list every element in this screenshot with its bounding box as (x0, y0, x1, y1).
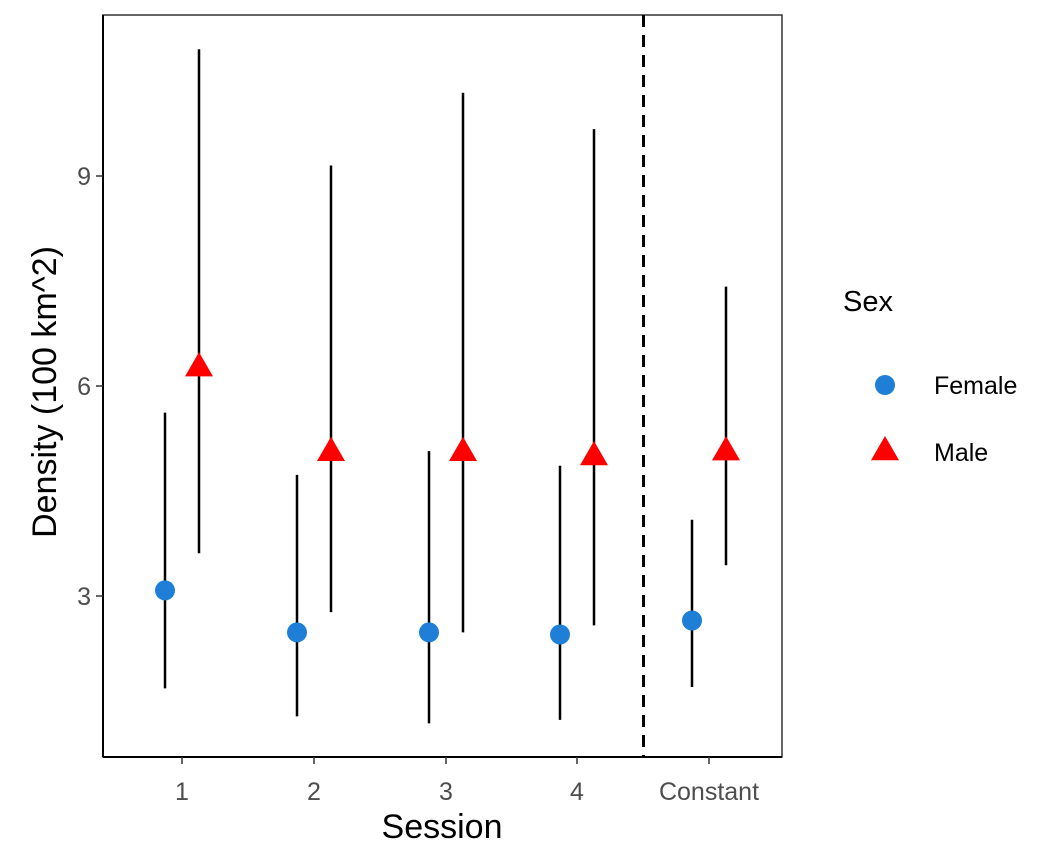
point-male (712, 436, 740, 461)
point-female (682, 610, 702, 631)
x-tick-label: 3 (439, 778, 453, 806)
point-female (550, 624, 570, 645)
x-tick-label: 2 (307, 778, 321, 806)
point-female (155, 580, 175, 601)
legend-label-female: Female (934, 372, 1017, 400)
point-male (185, 352, 213, 377)
legend: Sex Female Male (843, 286, 1017, 467)
y-tick-label: 9 (77, 163, 91, 191)
point-male (449, 436, 477, 462)
point-male (317, 436, 345, 462)
y-tick-label: 6 (77, 373, 91, 401)
legend-female-circle-icon (875, 375, 895, 395)
legend-title: Sex (843, 286, 893, 318)
y-axis-title: Density (100 km^2) (26, 246, 64, 538)
x-tick-label: 1 (175, 778, 189, 806)
plot-panel (102, 14, 783, 758)
legend-male-triangle-icon (871, 435, 899, 461)
point-female (287, 622, 307, 643)
point-female (419, 622, 439, 643)
legend-label-male: Male (934, 439, 988, 467)
x-axis-title: Session (382, 808, 503, 846)
x-tick-label: 4 (570, 778, 584, 806)
y-tick-label: 3 (77, 583, 91, 611)
point-male (580, 440, 608, 466)
x-tick-label: Constant (659, 778, 759, 806)
